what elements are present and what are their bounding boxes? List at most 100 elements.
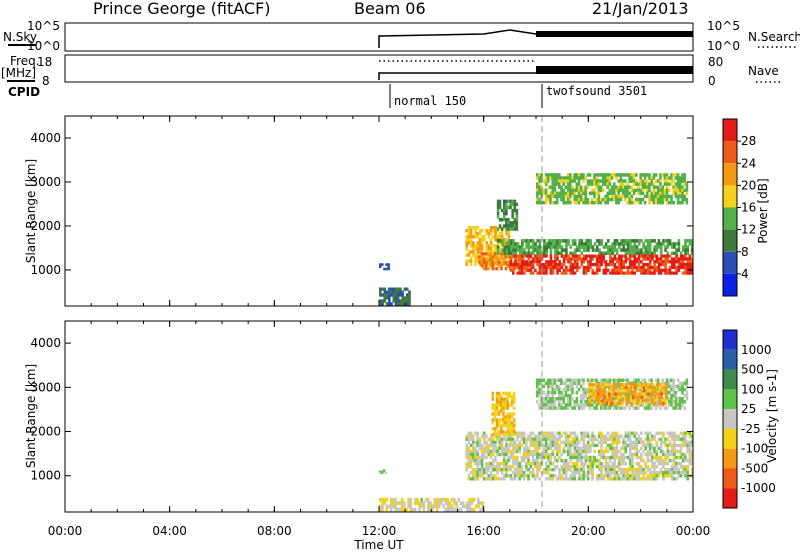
heatmap-cell xyxy=(505,259,508,263)
heatmap-cell xyxy=(431,507,434,512)
heatmap-cell xyxy=(544,400,548,404)
heatmap-cell xyxy=(569,381,572,386)
heatmap-cell xyxy=(573,443,577,448)
heatmap-cell xyxy=(633,477,636,481)
heatmap-cell xyxy=(644,477,647,481)
colorbar-tick-label: 24 xyxy=(741,156,756,170)
heatmap-cell xyxy=(666,468,670,472)
heatmap-cell xyxy=(379,497,382,502)
heatmap-cell xyxy=(634,398,637,403)
heatmap-cell xyxy=(527,263,531,267)
heatmap-cell xyxy=(624,449,628,454)
heatmap-cell xyxy=(503,199,506,204)
heatmap-cell xyxy=(635,446,639,451)
heatmap-cell xyxy=(670,400,673,404)
heatmap-cell xyxy=(690,461,694,466)
heatmap-cell xyxy=(573,200,576,205)
heatmap-cell xyxy=(679,254,683,258)
heatmap-cell xyxy=(626,468,630,472)
heatmap-cell xyxy=(567,477,570,481)
heatmap-cell xyxy=(573,378,576,382)
heatmap-cell xyxy=(469,465,473,469)
heatmap-cell xyxy=(494,247,497,251)
colorbar-swatch xyxy=(723,349,737,370)
heatmap-cell xyxy=(677,265,681,270)
heatmap-cell xyxy=(536,443,539,448)
heatmap-cell xyxy=(562,477,566,481)
heatmap-cell xyxy=(500,427,503,431)
heatmap-cell xyxy=(567,260,570,264)
heatmap-cell xyxy=(551,397,554,401)
heatmap-cell xyxy=(518,271,522,275)
heatmap-cell xyxy=(647,392,650,396)
heatmap-cell xyxy=(476,226,480,230)
heatmap-cell xyxy=(531,449,535,454)
heatmap-cell xyxy=(467,232,471,236)
heatmap-cell xyxy=(639,182,642,186)
heatmap-cell xyxy=(465,465,468,469)
nsearch-label: N.Search xyxy=(748,30,800,44)
colorbar-swatch xyxy=(723,229,737,252)
heatmap-cell xyxy=(451,497,454,502)
heatmap-cell xyxy=(538,173,541,177)
heatmap-cell xyxy=(647,389,650,393)
heatmap-cell xyxy=(597,389,600,393)
heatmap-cell xyxy=(476,241,480,245)
heatmap-cell xyxy=(442,504,445,509)
heatmap-cell xyxy=(553,443,557,448)
heatmap-cell xyxy=(632,182,636,186)
heatmap-cell xyxy=(507,224,510,228)
heatmap-cell xyxy=(503,224,506,228)
heatmap-cell xyxy=(688,443,692,448)
heatmap-cell xyxy=(670,384,673,389)
heatmap-cell xyxy=(498,440,502,445)
heatmap-cell xyxy=(476,250,480,254)
heatmap-cell xyxy=(482,264,486,268)
heatmap-cell xyxy=(511,215,514,219)
heatmap-cell xyxy=(408,299,411,303)
heatmap-cell xyxy=(637,268,641,272)
heatmap-cell xyxy=(596,239,599,243)
heatmap-cell xyxy=(598,251,601,255)
heatmap-cell xyxy=(531,458,535,463)
heatmap-cell xyxy=(595,403,598,407)
heatmap-cell xyxy=(385,263,388,266)
heatmap-cell xyxy=(474,446,477,451)
heatmap-cell xyxy=(616,398,620,403)
heatmap-cell xyxy=(625,382,628,387)
heatmap-cell xyxy=(584,449,588,454)
heatmap-cell xyxy=(474,226,477,230)
heatmap-cell xyxy=(487,477,491,481)
heatmap-cell xyxy=(598,468,601,472)
heatmap-cell xyxy=(571,176,574,180)
heatmap-cell xyxy=(679,406,682,410)
heatmap-cell xyxy=(478,474,482,478)
heatmap-cell xyxy=(584,271,588,275)
heatmap-cell xyxy=(545,260,548,264)
heatmap-cell xyxy=(542,446,546,451)
heatmap-cell xyxy=(498,461,502,466)
heatmap-cell xyxy=(549,455,552,460)
heatmap-cell xyxy=(518,471,521,475)
heatmap-cell xyxy=(626,248,630,252)
heatmap-cell xyxy=(611,446,614,451)
heatmap-cell xyxy=(626,185,629,189)
heatmap-cell xyxy=(611,245,614,249)
heatmap-cell xyxy=(560,271,564,275)
heatmap-cell xyxy=(620,242,623,246)
heatmap-cell xyxy=(630,176,634,180)
heatmap-cell xyxy=(679,200,682,205)
heatmap-cell xyxy=(547,477,550,481)
heatmap-cell xyxy=(633,271,636,275)
heatmap-cell xyxy=(690,434,694,438)
heatmap-cell xyxy=(613,452,616,457)
heatmap-cell xyxy=(485,446,488,451)
heatmap-cell xyxy=(556,458,559,463)
heatmap-cell xyxy=(582,271,586,275)
heatmap-cell xyxy=(588,173,592,177)
heatmap-cell xyxy=(631,386,635,390)
heatmap-cell xyxy=(547,452,550,457)
heatmap-cell xyxy=(567,437,570,441)
heatmap-cell xyxy=(573,449,577,454)
heatmap-cell xyxy=(665,191,669,196)
